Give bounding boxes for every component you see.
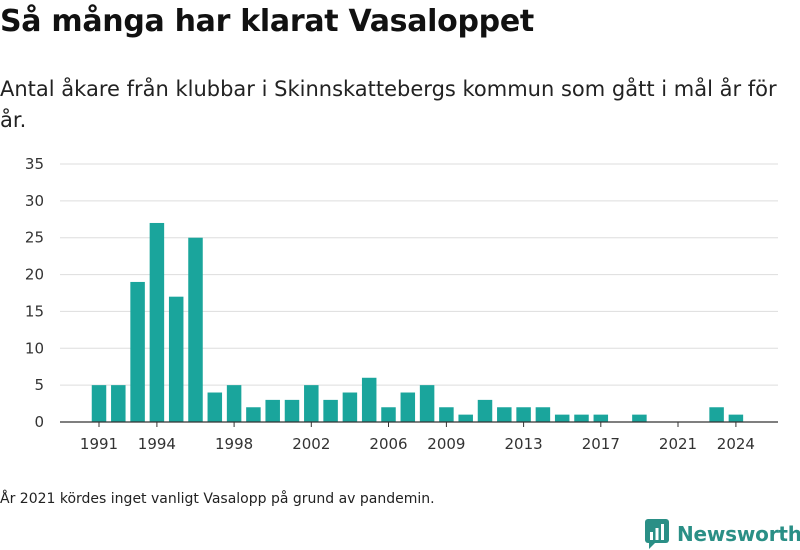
y-tick-label: 5 bbox=[34, 376, 44, 394]
bar-2007 bbox=[400, 392, 416, 422]
bar-2013 bbox=[516, 407, 531, 422]
bar-2010 bbox=[458, 414, 473, 422]
x-tick-label: 2002 bbox=[292, 435, 330, 453]
grid-lines bbox=[60, 163, 778, 386]
footnote: År 2021 kördes inget vanligt Vasalopp på… bbox=[0, 491, 435, 507]
bars bbox=[91, 222, 744, 422]
y-tick-label: 10 bbox=[25, 339, 44, 357]
bar-1993 bbox=[130, 281, 145, 422]
bar-2017 bbox=[593, 414, 609, 422]
x-tick-label: 2017 bbox=[582, 435, 620, 453]
y-tick-label: 15 bbox=[25, 302, 44, 320]
bar-2003 bbox=[323, 399, 338, 422]
y-tick-label: 20 bbox=[25, 266, 44, 284]
bar-1996 bbox=[188, 237, 203, 422]
x-tick-label: 1998 bbox=[215, 435, 253, 453]
bar-2019 bbox=[632, 414, 647, 422]
bar-1992 bbox=[111, 385, 126, 422]
y-tick-label: 0 bbox=[34, 413, 44, 431]
bar-2004 bbox=[342, 392, 358, 422]
bar-1994 bbox=[149, 222, 165, 422]
x-tick-label: 2021 bbox=[659, 435, 697, 453]
bar-2014 bbox=[535, 407, 551, 422]
bar-2016 bbox=[574, 414, 589, 422]
bar-2001 bbox=[284, 399, 300, 422]
bar-2015 bbox=[554, 414, 570, 422]
bar-1998 bbox=[226, 385, 242, 422]
bar-2009 bbox=[439, 407, 454, 422]
x-tick-label: 2013 bbox=[505, 435, 543, 453]
y-axis-ticks: 0 5 10 15 20 25 30 35 bbox=[25, 155, 44, 431]
x-tick-label: 1991 bbox=[80, 435, 118, 453]
bar-2008 bbox=[419, 385, 435, 422]
bar-chart: 0 5 10 15 20 25 30 35 1991 1994 1998 2002 2006 2009 2… bbox=[25, 155, 778, 453]
bar-2012 bbox=[497, 407, 512, 422]
bar-2011 bbox=[477, 399, 493, 422]
bar-2006 bbox=[381, 407, 396, 422]
bar-2005 bbox=[361, 377, 377, 422]
x-tick-label: 2009 bbox=[427, 435, 465, 453]
bar-2024 bbox=[728, 414, 744, 422]
bar-2000 bbox=[265, 399, 280, 422]
logo-text: Newsworthy bbox=[677, 522, 800, 546]
bar-1995 bbox=[168, 296, 184, 422]
x-tick-label: 2024 bbox=[717, 435, 755, 453]
x-tick-label: 2006 bbox=[369, 435, 407, 453]
bar-1997 bbox=[207, 392, 223, 422]
bar-1991 bbox=[91, 385, 107, 422]
bar-2002 bbox=[304, 385, 319, 422]
x-tick-label: 1994 bbox=[138, 435, 176, 453]
y-tick-label: 30 bbox=[25, 192, 44, 210]
x-axis-ticks: 1991 1994 1998 2002 2006 2009 2013 2017 2021 2024 bbox=[80, 422, 755, 453]
newsworthy-logo: Newsworthy bbox=[645, 519, 800, 549]
chart-subtitle: Antal åkare från klubbar i Skinnskattebe… bbox=[0, 77, 777, 132]
newsworthy-logo-icon bbox=[645, 519, 669, 549]
bar-1999 bbox=[246, 407, 261, 422]
chart-title: Så många har klarat Vasaloppet bbox=[0, 4, 534, 39]
y-tick-label: 25 bbox=[25, 229, 44, 247]
bar-2023 bbox=[709, 407, 724, 422]
y-tick-label: 35 bbox=[25, 155, 44, 173]
